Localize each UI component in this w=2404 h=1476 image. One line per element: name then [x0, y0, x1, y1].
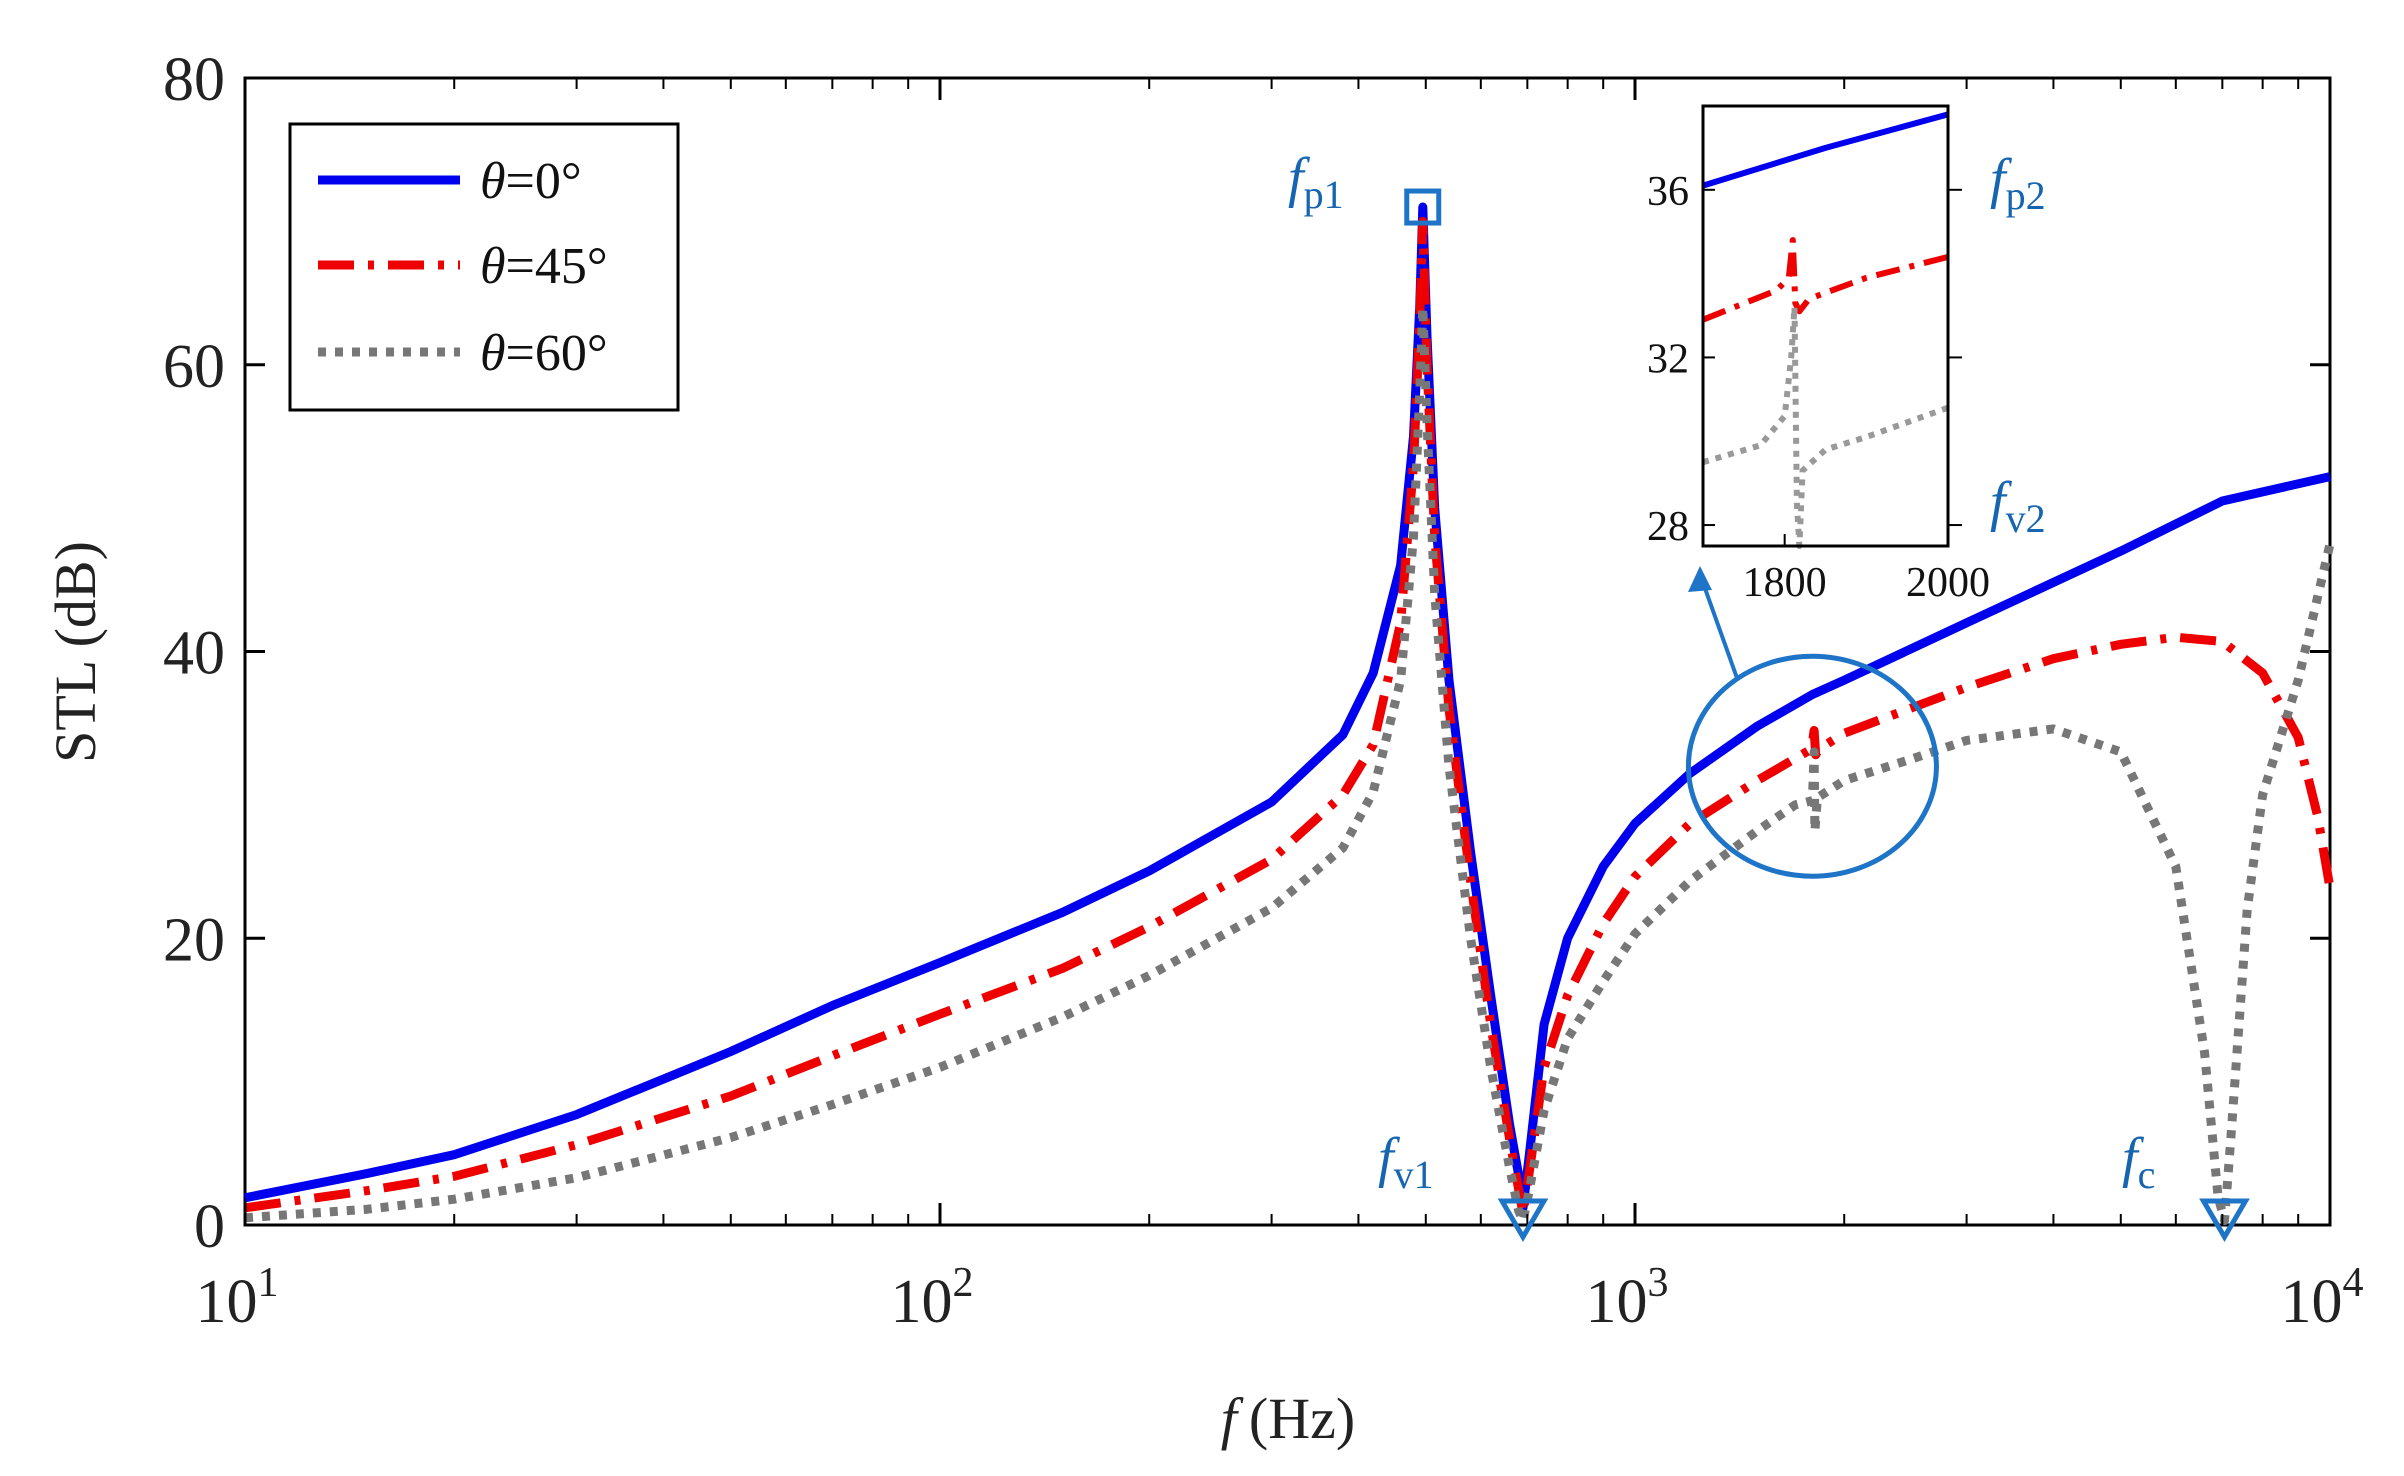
annot-fp1: fp1: [1288, 147, 1344, 217]
legend-label-0: θ=0°: [480, 153, 582, 210]
x-axis-unit: (Hz): [1249, 1386, 1355, 1451]
series-line-2: [244, 302, 2335, 1226]
legend-box: [288, 122, 680, 412]
x-axis-var: f: [1221, 1386, 1244, 1451]
inset-pointer-arrowhead: [1688, 566, 1712, 592]
annot-fv2: fv2: [1990, 471, 2046, 541]
inset-y-tick-label: 32: [1647, 336, 1689, 382]
x-tick-label: 104: [2281, 1260, 2364, 1336]
annot-fp2: fp2: [1990, 148, 2046, 218]
y-tick-label: 40: [163, 620, 225, 688]
marker-p1: [1404, 188, 1442, 226]
y-tick-label: 60: [163, 333, 225, 401]
x-tick-label: 102: [891, 1260, 974, 1336]
series-line-0: [244, 202, 2331, 1213]
legend: θ=0° θ=45° θ=60°: [288, 122, 680, 412]
inset-series-line-2: [1702, 304, 1950, 549]
legend-label-1: θ=45°: [480, 238, 608, 295]
annot-fv1: fv1: [1378, 1127, 1434, 1197]
annot-fc: fc: [2122, 1127, 2155, 1197]
x-tick-label: 101: [196, 1260, 279, 1336]
inset-ticks-group: 28 32 36 1800 2000: [1647, 169, 1990, 606]
inset-series-group: [1701, 111, 1950, 549]
inset-x-tick-label: 2000: [1906, 560, 1990, 606]
legend-label-2: θ=60°: [480, 325, 608, 382]
inset-pointer-line: [1700, 579, 1739, 679]
y-axis-title: STL (dB): [43, 541, 108, 763]
inset-bg: [1703, 106, 1948, 546]
x-tick-label: 103: [1586, 1260, 1669, 1336]
inset-y-tick-label: 36: [1647, 169, 1689, 215]
main-ticks-group: 0 20 40 60 80 101 102 103 104: [163, 46, 2364, 1336]
inset-series-line-0: [1702, 111, 1949, 189]
annotations: fp1 fv1 fc: [1288, 147, 2250, 1242]
inset-series-line-1: [1701, 237, 1949, 323]
y-tick-label: 80: [163, 46, 225, 114]
y-tick-label: 20: [163, 906, 225, 974]
inset-y-tick-label: 28: [1647, 504, 1689, 550]
y-tick-label: 0: [194, 1193, 225, 1261]
inset-frame: [1701, 104, 1950, 548]
marker-c: [2199, 1198, 2250, 1242]
inset: 28 32 36 1800 2000 fp2 fv2: [1647, 104, 2046, 606]
marker-v1: [1497, 1198, 1549, 1242]
x-axis-title: f (Hz): [1221, 1386, 1355, 1451]
inset-x-tick-label: 1800: [1743, 560, 1827, 606]
highlight-ellipse: [1685, 653, 1939, 879]
